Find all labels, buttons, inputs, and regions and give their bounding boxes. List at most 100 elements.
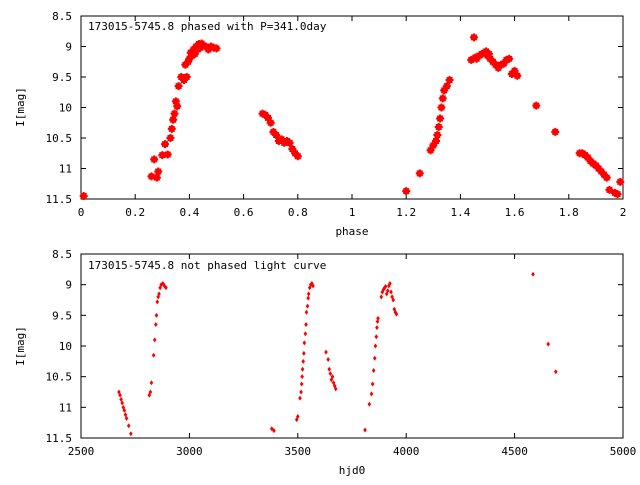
phased-y-tick-label: 10 xyxy=(59,102,72,115)
unphased-data-point xyxy=(151,352,156,358)
unphased-data-point xyxy=(394,311,399,317)
phased-data-point xyxy=(154,167,163,176)
unphased-data-point xyxy=(156,294,160,300)
phased-data-point xyxy=(551,127,560,136)
phased-y-tick-label: 11.5 xyxy=(46,193,73,206)
unphased-data-point xyxy=(391,297,395,303)
phased-x-tick-label: 0.4 xyxy=(179,206,199,219)
unphased-data-point xyxy=(118,392,122,398)
unphased-y-tick-label: 11 xyxy=(59,401,72,414)
phased-data-point xyxy=(602,173,611,182)
unphased-y-tick-label: 11.5 xyxy=(46,432,73,445)
unphased-data-point xyxy=(158,285,162,291)
unphased-data-point xyxy=(375,325,379,331)
phased-data-point xyxy=(613,190,622,199)
phased-y-tick-label: 8.5 xyxy=(52,10,72,23)
unphased-data-point xyxy=(387,283,391,289)
unphased-data-point xyxy=(298,395,302,401)
unphased-plot-title: 173015-5745.8 not phased light curve xyxy=(88,259,326,272)
phased-x-tick-label: 1 xyxy=(349,206,356,219)
unphased-data-point xyxy=(384,291,389,297)
unphased-y-tick-label: 9 xyxy=(65,279,72,292)
unphased-data-point xyxy=(372,355,377,361)
unphased-x-tick-label: 2500 xyxy=(68,445,95,458)
phased-data-point xyxy=(438,94,447,103)
unphased-data-point xyxy=(327,366,332,372)
phased-data-point xyxy=(79,191,88,200)
phased-data-point xyxy=(170,109,179,118)
unphased-data-point xyxy=(369,391,374,397)
phased-x-tick-label: 0.6 xyxy=(234,206,254,219)
unphased-data-point xyxy=(311,283,315,289)
unphased-data-point xyxy=(303,331,308,337)
phased-data-point xyxy=(616,177,625,186)
unphased-data-point xyxy=(152,337,157,343)
phased-data-point xyxy=(163,150,172,159)
phased-y-axis-label: I[mag] xyxy=(14,87,27,127)
phased-x-tick-label: 1.4 xyxy=(450,206,470,219)
unphased-data-point xyxy=(371,368,376,374)
unphased-data-point xyxy=(272,428,276,434)
unphased-data-point xyxy=(367,401,372,407)
phased-data-point xyxy=(445,76,454,85)
phased-y-ticks: 8.5 9 9.5 10 10.5 11 11.5 xyxy=(46,10,623,206)
phased-data-point xyxy=(505,54,514,63)
unphased-data-point xyxy=(157,291,161,297)
phased-x-tick-label: 0 xyxy=(78,206,85,219)
phased-data-point xyxy=(434,123,443,132)
phased-x-tick-label: 0.2 xyxy=(125,206,145,219)
phased-data-point xyxy=(513,71,522,80)
phased-data-point xyxy=(158,151,167,160)
unphased-data-point xyxy=(164,285,168,291)
phased-data-point xyxy=(166,134,175,142)
unphased-x-axis-label: hjd0 xyxy=(339,464,366,477)
unphased-x-ticks: 2500 3000 3500 4000 4500 5000 xyxy=(68,254,637,458)
phased-data-point xyxy=(285,138,294,147)
phased-data-point xyxy=(402,187,411,196)
unphased-y-tick-label: 9.5 xyxy=(52,309,72,322)
unphased-data-point xyxy=(389,289,393,295)
unphased-data-point xyxy=(126,423,131,429)
unphased-x-tick-label: 5000 xyxy=(610,445,637,458)
phased-data-point xyxy=(174,82,183,91)
phased-data-point xyxy=(173,102,182,111)
phased-x-axis-label: phase xyxy=(335,225,368,238)
unphased-y-ticks: 8.5 9 9.5 10 10.5 11 11.5 xyxy=(46,248,623,445)
unphased-data-point xyxy=(161,280,165,286)
unphased-data-point xyxy=(304,322,308,328)
unphased-data-point xyxy=(305,303,310,309)
unphased-data-point xyxy=(123,412,128,418)
unphased-data-point xyxy=(119,396,123,402)
unphased-data-point xyxy=(302,350,306,356)
phased-y-tick-label: 10.5 xyxy=(46,132,73,145)
phased-data-point xyxy=(293,152,302,161)
unphased-data-point xyxy=(379,294,384,300)
unphased-data-point xyxy=(383,284,388,290)
unphased-data-point xyxy=(153,322,158,328)
phased-data-point xyxy=(532,101,541,110)
phased-x-ticks: 0 0.2 0.4 0.6 0.8 1 1.2 1.4 1.6 1.8 2 xyxy=(78,16,626,219)
phased-x-tick-label: 1.8 xyxy=(559,206,579,219)
phased-data-points xyxy=(79,33,625,200)
unphased-data-point xyxy=(374,334,379,340)
unphased-x-tick-label: 4500 xyxy=(501,445,528,458)
phased-data-point xyxy=(432,137,441,146)
unphased-data-point xyxy=(376,315,380,321)
unphased-data-point xyxy=(531,271,535,277)
phased-y-tick-label: 11 xyxy=(59,163,72,176)
unphased-data-point xyxy=(363,427,367,433)
unphased-data-point xyxy=(388,280,392,286)
unphased-y-tick-label: 10 xyxy=(59,340,72,353)
unphased-data-point xyxy=(162,283,167,289)
phased-data-point xyxy=(437,103,446,112)
unphased-x-tick-label: 3500 xyxy=(285,445,312,458)
unphased-data-point xyxy=(304,309,309,315)
phased-x-tick-label: 1.6 xyxy=(505,206,525,219)
phased-x-tick-label: 0.8 xyxy=(288,206,308,219)
unphased-data-point xyxy=(306,291,311,297)
unphased-data-point xyxy=(329,377,334,383)
unphased-data-point xyxy=(301,358,306,364)
unphased-y-axis-label: I[mag] xyxy=(14,326,27,366)
